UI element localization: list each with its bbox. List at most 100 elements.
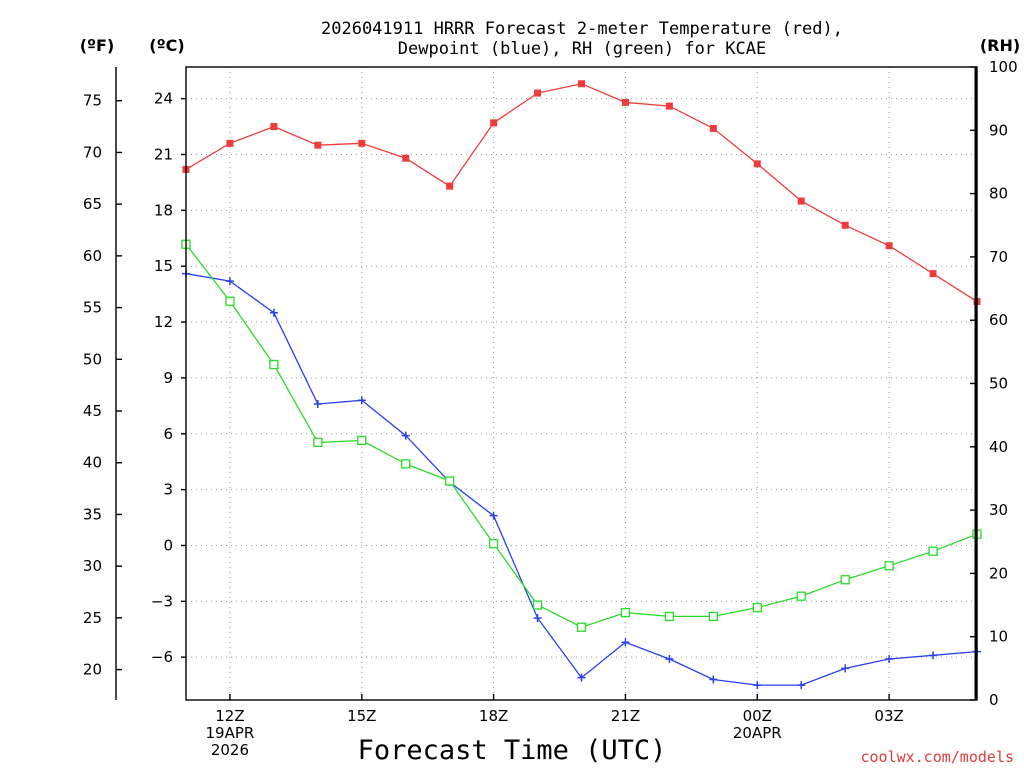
rh-point (752, 602, 762, 613)
temperature-point (358, 139, 366, 147)
rh-series-line (185, 243, 978, 628)
temperature-point (709, 124, 717, 132)
x-tick-label: 20APR (733, 724, 782, 742)
x-tick-label: 15Z (347, 707, 376, 725)
rh-point (488, 538, 499, 549)
x-tick-label: 03Z (874, 707, 903, 725)
celsius-tick-label: 21 (154, 146, 173, 164)
rh-unit-label: (RH) (980, 36, 1020, 55)
rh-point (708, 611, 718, 622)
dewpoint-point (357, 396, 366, 405)
plot-frame (185, 66, 978, 701)
rh-point (664, 611, 675, 622)
rh-tick-label: 50 (989, 375, 1008, 393)
axes-layer: 24211815129630−3−67570656055504540353025… (83, 58, 1018, 759)
chart-title-line-2: Dewpoint (blue), RH (green) for KCAE (398, 39, 766, 59)
temperature-point (534, 89, 542, 97)
temperature-point (270, 123, 278, 131)
rh-tick-label: 100 (989, 58, 1018, 76)
rh-point (401, 459, 411, 469)
dewpoint-point (841, 664, 850, 673)
temperature-point (885, 242, 893, 250)
rh-point (357, 435, 367, 446)
rh-point (796, 591, 806, 601)
dewpoint-point (269, 308, 278, 317)
fahrenheit-tick-label: 70 (83, 143, 102, 161)
celsius-tick-label: 24 (154, 90, 173, 108)
x-axis-label: Forecast Time (UTC) (358, 735, 667, 766)
celsius-unit-label: (ºC) (149, 36, 184, 55)
temperature-point (841, 221, 849, 229)
celsius-tick-label: 6 (163, 425, 173, 443)
rh-point (313, 437, 323, 448)
rh-tick-label: 80 (989, 185, 1008, 203)
temperature-point (490, 119, 498, 127)
temperature-point (314, 141, 322, 149)
temperature-point (753, 160, 761, 168)
fahrenheit-tick-label: 25 (83, 609, 102, 627)
rh-tick-label: 0 (989, 691, 999, 709)
temperature-point (665, 102, 673, 110)
fahrenheit-tick-label: 50 (83, 350, 102, 368)
fahrenheit-tick-label: 40 (83, 454, 102, 472)
x-tick-label: 2026 (211, 741, 249, 759)
dewpoint-point (313, 399, 322, 408)
rh-point (928, 546, 938, 556)
dewpoint-point (621, 638, 630, 647)
celsius-tick-label: 3 (163, 481, 173, 499)
fahrenheit-tick-label: 55 (83, 299, 102, 317)
dewpoint-point (929, 651, 938, 660)
fahrenheit-tick-label: 45 (83, 402, 102, 420)
rh-point (576, 622, 587, 632)
celsius-tick-label: 9 (163, 369, 173, 387)
temperature-point (226, 139, 234, 147)
rh-tick-label: 90 (989, 121, 1008, 139)
rh-tick-label: 20 (989, 564, 1008, 582)
rh-point (445, 476, 455, 486)
rh-point (840, 575, 850, 585)
fahrenheit-unit-label: (ºF) (80, 36, 115, 55)
dewpoint-point (753, 681, 762, 690)
temperature-point (446, 182, 454, 190)
x-tick-label: 00Z (743, 707, 772, 725)
series-layer (181, 80, 982, 690)
rh-point (620, 607, 631, 618)
rh-tick-label: 60 (989, 311, 1008, 329)
x-tick-label: 12Z (215, 707, 244, 725)
celsius-tick-label: 15 (154, 257, 173, 275)
source-credit: coolwx.com/models (860, 748, 1014, 766)
x-tick-label: 21Z (611, 707, 640, 725)
x-tick-label: 19APR (206, 724, 255, 742)
dewpoint-point (489, 511, 498, 520)
celsius-tick-label: 12 (154, 313, 173, 331)
rh-tick-label: 10 (989, 628, 1008, 646)
temperature-point (797, 197, 805, 205)
temperature-point (621, 98, 629, 106)
rh-point (532, 600, 543, 610)
rh-point (269, 359, 279, 370)
celsius-tick-label: 0 (163, 536, 173, 554)
dewpoint-point (885, 655, 894, 664)
fahrenheit-tick-label: 65 (83, 195, 102, 213)
dewpoint-point (225, 277, 234, 286)
rh-tick-label: 40 (989, 438, 1008, 456)
rh-point (225, 296, 235, 306)
fahrenheit-tick-label: 30 (83, 557, 102, 575)
grid-lines (186, 67, 977, 700)
dewpoint-point (401, 431, 410, 440)
rh-point (884, 561, 894, 571)
fahrenheit-tick-label: 20 (83, 661, 102, 679)
celsius-tick-label: −6 (151, 648, 173, 666)
fahrenheit-tick-label: 75 (83, 92, 102, 110)
fahrenheit-tick-label: 35 (83, 505, 102, 523)
dewpoint-point (797, 681, 806, 690)
x-tick-label: 18Z (479, 707, 508, 725)
fahrenheit-tick-label: 60 (83, 247, 102, 265)
temperature-point (578, 80, 585, 88)
dewpoint-point (665, 655, 674, 664)
temperature-point (929, 270, 937, 278)
rh-tick-label: 70 (989, 248, 1008, 266)
dewpoint-point (577, 673, 586, 682)
rh-tick-label: 30 (989, 501, 1008, 519)
